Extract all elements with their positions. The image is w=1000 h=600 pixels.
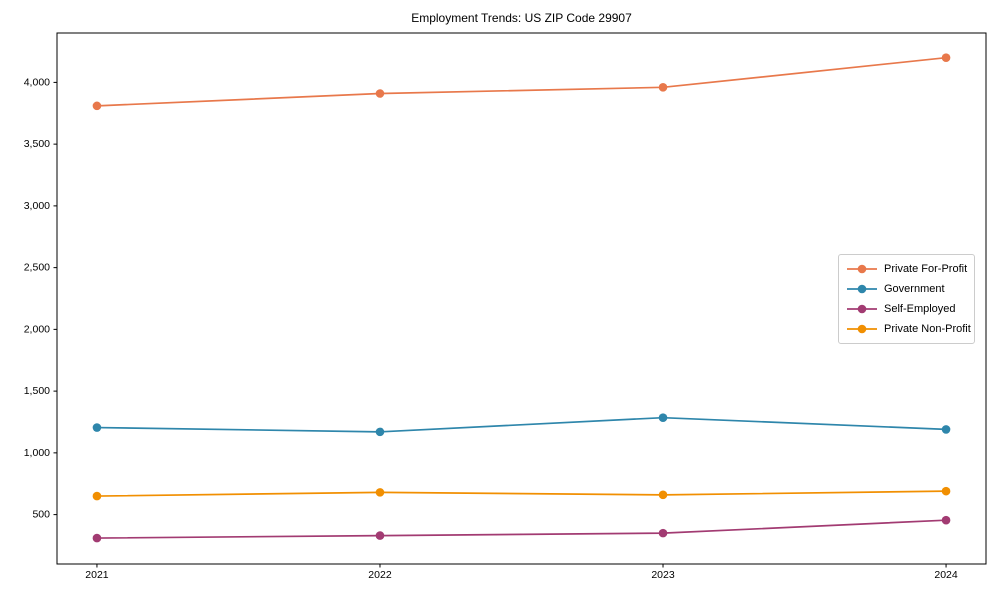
data-point-private-non-profit-2021 — [92, 491, 102, 501]
data-point-government-2024 — [941, 425, 951, 434]
legend-label: Private Non-Profit — [884, 323, 971, 335]
plot-frame — [56, 32, 987, 565]
data-point-self-employed-2023 — [658, 528, 668, 538]
legend-marker-icon — [847, 264, 877, 274]
data-point-private-non-profit-2024 — [941, 486, 951, 496]
x-tick-label: 2024 — [934, 569, 958, 581]
y-tick-label: 2,500 — [24, 262, 50, 274]
series-line-self-employed — [96, 519, 947, 539]
chart-title: Employment Trends: US ZIP Code 29907 — [411, 11, 632, 25]
x-tick-label: 2021 — [85, 569, 109, 581]
data-point-private-for-profit-2021 — [92, 101, 102, 111]
legend-label: Government — [884, 283, 945, 295]
x-tick-label: 2022 — [368, 569, 392, 581]
data-point-government-2023 — [658, 413, 668, 422]
legend-item-private-for-profit: Private For-Profit — [846, 261, 968, 277]
data-point-private-non-profit-2023 — [658, 490, 668, 500]
legend-marker-icon — [847, 284, 877, 294]
legend-item-government: Government — [846, 281, 965, 297]
legend: Private For-Profit Government Self-Employe… — [838, 254, 975, 344]
data-point-self-employed-2024 — [941, 515, 951, 525]
legend-label: Private For-Profit — [884, 263, 968, 275]
legend-marker-icon — [847, 324, 877, 334]
x-tick-label: 2023 — [651, 569, 675, 581]
y-tick-label: 1,000 — [24, 447, 50, 459]
legend-marker-icon — [847, 304, 877, 314]
data-point-private-for-profit-2024 — [941, 53, 951, 62]
y-tick-label: 2,000 — [24, 323, 50, 335]
y-tick-label: 1,500 — [24, 385, 50, 397]
y-tick-label: 3,000 — [24, 200, 50, 212]
y-tick-label: 500 — [32, 509, 50, 521]
series-line-private-non-profit — [96, 490, 947, 497]
data-point-self-employed-2022 — [375, 531, 385, 540]
data-point-private-for-profit-2023 — [658, 83, 668, 92]
data-point-self-employed-2021 — [92, 533, 102, 543]
legend-item-private-non-profit: Private Non-Profit — [846, 321, 971, 337]
legend-label: Self-Employed — [884, 303, 956, 315]
legend-item-self-employed: Self-Employed — [846, 301, 965, 317]
series-line-private-for-profit — [96, 56, 947, 107]
data-point-government-2021 — [92, 423, 102, 432]
data-point-government-2022 — [375, 427, 385, 437]
y-tick-label: 4,000 — [24, 76, 50, 88]
y-tick-label: 3,500 — [24, 138, 50, 150]
data-point-private-non-profit-2022 — [375, 488, 385, 497]
data-point-private-for-profit-2022 — [375, 89, 385, 98]
series-line-government — [96, 416, 947, 433]
